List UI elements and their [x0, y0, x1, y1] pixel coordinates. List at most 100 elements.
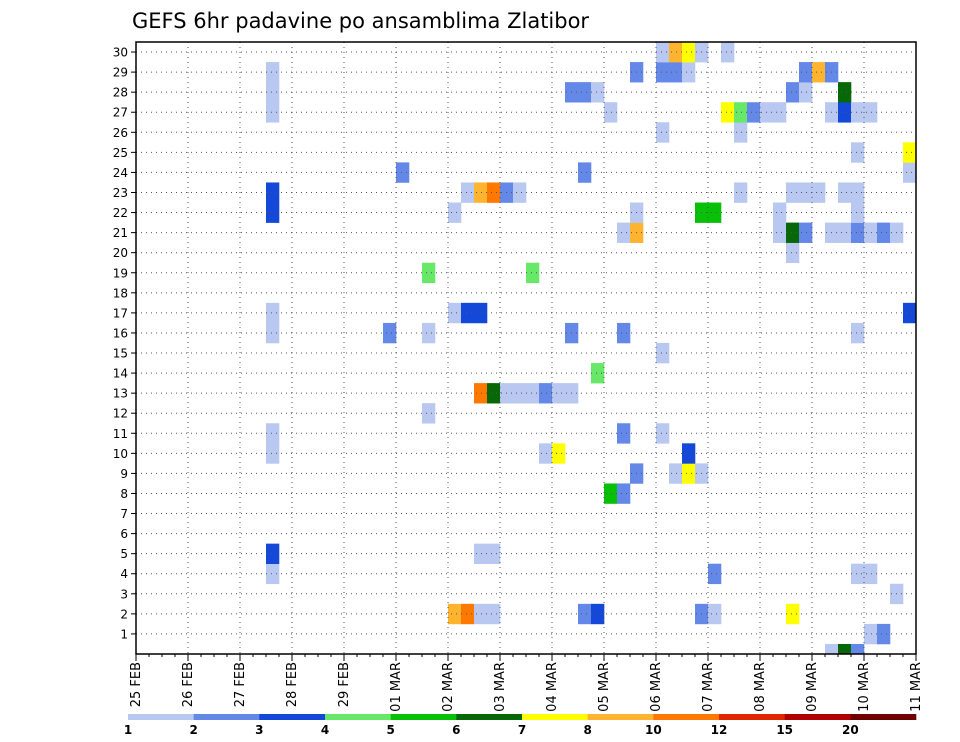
heatmap-cell-124 — [721, 42, 735, 63]
heatmap-cell-6 — [578, 603, 592, 625]
heatmap-cell-81 — [734, 182, 748, 203]
heatmap-cell-48 — [851, 322, 865, 344]
heatmap-cell-9 — [708, 603, 722, 625]
heatmap-cell-112 — [266, 62, 280, 83]
y-tick-label-20: 20 — [113, 246, 128, 260]
heatmap-cell-17 — [474, 543, 488, 565]
legend-label-12: 12 — [711, 723, 728, 737]
y-tick-label-23: 23 — [113, 186, 128, 200]
heatmap-cell-75 — [266, 182, 280, 203]
y-tick-label-24: 24 — [113, 166, 128, 180]
heatmap-cell-118 — [812, 62, 826, 83]
plot-frame — [135, 41, 917, 655]
x-tick-label-3: 28 FEB — [285, 662, 300, 707]
heatmap-cell-82 — [786, 182, 800, 203]
legend-swatch-15 — [784, 714, 851, 720]
x-axis: 25 FEB 26 FEB 27 FEB 28 FEB 29 FEB 01 MAR 02 M… — [129, 654, 924, 712]
x-tick-label-15: 11 MAR — [909, 662, 924, 712]
heatmap-cell-86 — [851, 182, 865, 203]
heatmap-cell-126 — [838, 643, 852, 655]
heatmap-cell-116 — [682, 62, 696, 83]
y-tick-label-12: 12 — [113, 407, 128, 421]
y-tick-label-29: 29 — [113, 66, 128, 80]
heatmap-cell-47 — [617, 322, 631, 344]
x-tick-label-7: 03 MAR — [493, 662, 508, 712]
heatmap-cell-73 — [773, 202, 787, 223]
heatmap-cell-37 — [526, 383, 540, 404]
legend-swatch-20 — [850, 714, 917, 720]
heatmap-cell-114 — [656, 62, 670, 83]
heatmap-cell-103 — [851, 102, 865, 123]
heatmap-cell-63 — [838, 222, 852, 243]
heatmap-cell-38 — [539, 383, 553, 404]
heatmap-cell-66 — [877, 222, 891, 243]
legend-swatch-3 — [259, 714, 326, 720]
heatmap-cell-20 — [617, 483, 631, 504]
y-tick-label-1: 1 — [120, 627, 128, 641]
y-tick-label-28: 28 — [113, 86, 128, 100]
legend-swatch-7 — [522, 714, 588, 720]
heatmap-cell-105 — [266, 82, 280, 103]
heatmap-cell-52 — [474, 302, 488, 324]
heatmap-cell-44 — [383, 322, 397, 344]
y-tick-label-2: 2 — [120, 607, 128, 621]
heatmap-cell-84 — [812, 182, 826, 203]
heatmap-cell-27 — [552, 443, 566, 464]
legend-swatch-4 — [325, 714, 391, 720]
heatmap-cell-34 — [487, 383, 501, 404]
heatmap-cell-109 — [786, 82, 800, 103]
heatmap-cell-61 — [799, 222, 813, 243]
color-legend: 1 2 3 4 5 6 7 8 10 12 15 20 — [124, 714, 917, 737]
heatmap-cell-107 — [578, 82, 592, 103]
heatmap-cell-68 — [266, 202, 280, 223]
heatmap-cell-2 — [448, 603, 462, 625]
x-tick-label-0: 25 FEB — [129, 662, 144, 707]
x-tick-label-10: 06 MAR — [649, 662, 664, 712]
x-tick-label-6: 02 MAR — [441, 662, 456, 712]
heatmap-cell-85 — [838, 182, 852, 203]
y-tick-label-5: 5 — [120, 547, 128, 561]
heatmap-cell-43 — [266, 322, 280, 344]
heatmap-cell-91 — [903, 142, 917, 163]
x-tick-label-8: 04 MAR — [545, 662, 560, 712]
heatmap-cell-102 — [838, 102, 852, 123]
heatmap-cell-115 — [669, 62, 683, 83]
heatmap-cell-18 — [487, 543, 501, 565]
heatmap-cell-12 — [266, 563, 280, 585]
heatmap-cell-49 — [266, 302, 280, 324]
heatmap-cell-127 — [851, 643, 865, 655]
heatmap-cell-98 — [747, 102, 761, 123]
x-tick-label-1: 26 FEB — [181, 662, 196, 707]
heatmap-cell-72 — [708, 202, 722, 223]
heatmap-cell-65 — [864, 222, 878, 243]
y-tick-label-6: 6 — [120, 527, 128, 541]
heatmap-cell-13 — [708, 563, 722, 585]
heatmap-cell-31 — [656, 423, 670, 444]
heatmap-cell-36 — [513, 383, 527, 404]
y-tick-label-9: 9 — [120, 467, 128, 481]
heatmap-cell-83 — [799, 182, 813, 203]
heatmap-cell-93 — [734, 122, 748, 143]
legend-label-6: 6 — [452, 723, 460, 737]
heatmap-cell-45 — [422, 322, 436, 344]
legend-label-20: 20 — [842, 723, 859, 737]
y-tick-label-22: 22 — [113, 206, 128, 220]
heatmap-cell-60 — [786, 222, 800, 243]
heatmap-cell-32 — [422, 403, 436, 424]
heatmap-cell-89 — [903, 162, 917, 183]
y-tick-label-15: 15 — [113, 347, 128, 361]
heatmap-cell-7 — [591, 603, 605, 625]
heatmap-cell-5 — [487, 603, 501, 625]
y-tick-label-25: 25 — [113, 146, 128, 160]
y-tick-label-19: 19 — [113, 266, 128, 280]
legend-swatch-12 — [719, 714, 785, 720]
heatmap-cell-33 — [474, 383, 488, 404]
chart-title: GEFS 6hr padavine po ansamblima Zlatibor — [132, 9, 589, 33]
heatmap-cell-28 — [682, 443, 696, 464]
heatmap-cell-59 — [773, 222, 787, 243]
heatmap-cell-10 — [786, 603, 800, 625]
heatmap-cell-121 — [669, 42, 683, 63]
legend-label-15: 15 — [776, 723, 793, 737]
x-tick-label-5: 01 MAR — [389, 662, 404, 712]
